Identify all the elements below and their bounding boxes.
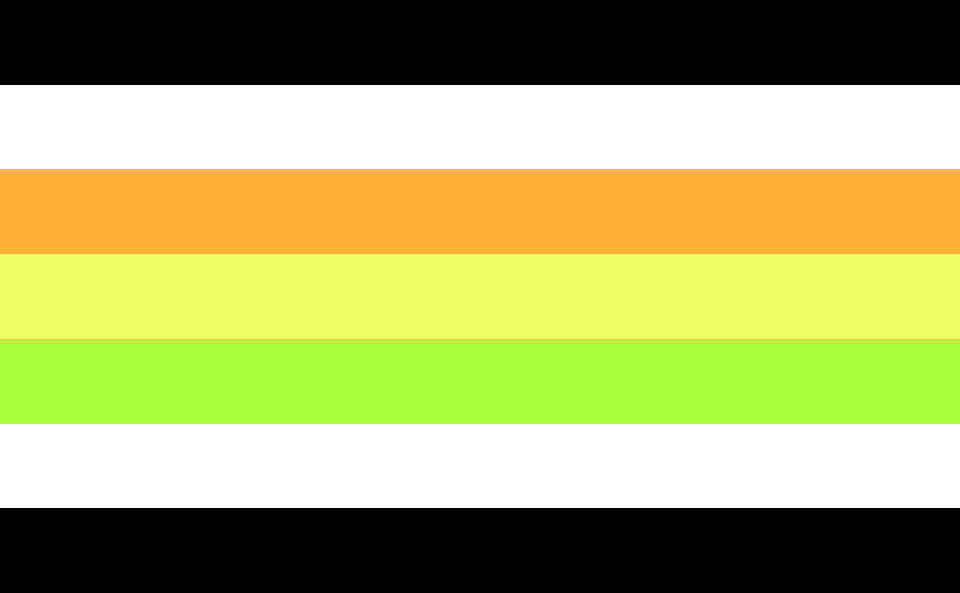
- stripe-green: [0, 338, 960, 424]
- stripe-orange: [0, 169, 960, 255]
- stripe-white-top: [0, 84, 960, 170]
- stripe-yellow: [0, 254, 960, 339]
- stripe-black-top: [0, 0, 960, 85]
- stripe-black-bottom: [0, 508, 960, 593]
- stripe-white-bottom: [0, 423, 960, 509]
